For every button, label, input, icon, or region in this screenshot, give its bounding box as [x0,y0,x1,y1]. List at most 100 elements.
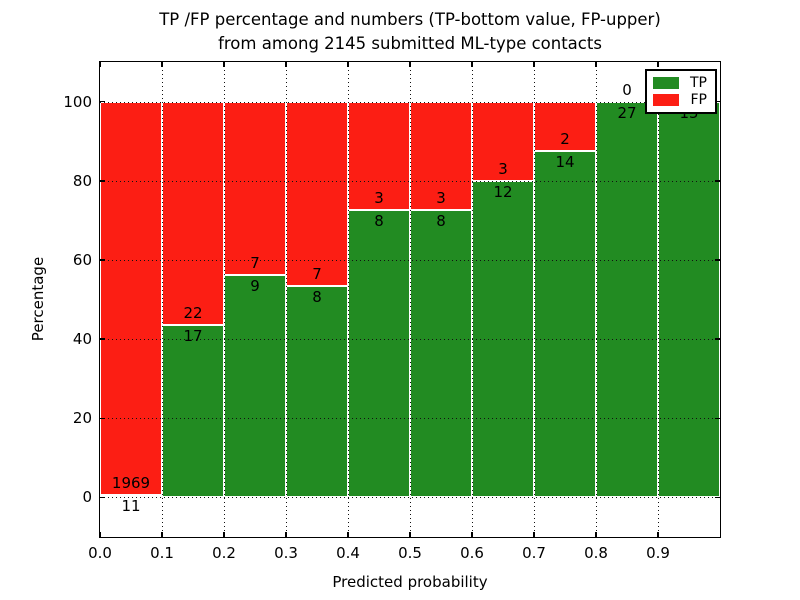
y-tick-mark-right [715,180,720,182]
chart-title-line2: from among 2145 submitted ML-type contac… [218,34,602,53]
y-tick-mark-right [715,496,720,499]
x-tick-mark-bottom [223,532,225,537]
tp-count-label-7: 14 [555,153,575,172]
grid-line-horizontal [100,259,720,261]
y-tick-mark-left [100,417,105,419]
bar-segment-tp-2 [224,274,286,498]
fp-count-label-1: 22 [183,303,203,322]
grid-line-vertical [409,62,411,537]
x-tick-label: 0.6 [460,544,484,562]
grid-line-vertical [657,62,659,537]
grid-line-horizontal [100,180,720,182]
tp-count-label-2: 9 [250,276,260,295]
y-tick-label: 0 [82,488,92,507]
chart-title: TP /FP percentage and numbers (TP-bottom… [100,8,720,56]
legend-label-fp: FP [690,91,708,108]
x-tick-mark-bottom [409,532,411,537]
x-tick-mark-top [223,62,225,67]
y-tick-label: 40 [72,330,92,349]
legend-item-fp: FP [653,92,709,108]
x-tick-mark-top [533,62,535,67]
fp-count-label-5: 3 [436,188,446,207]
x-tick-label: 0.0 [88,544,112,562]
plot-area: 196911221779783838312214027015 [99,61,721,538]
grid-line-horizontal [100,339,720,341]
bar-segment-tp-5 [410,209,472,498]
y-tick-label: 60 [72,250,92,269]
y-tick-mark-right [715,100,720,103]
x-tick-label: 0.5 [398,544,422,562]
bar-segment-fp-3 [286,101,348,287]
x-tick-label: 0.7 [522,544,546,562]
tp-count-label-3: 8 [312,288,322,307]
bar-segment-tp-7 [534,151,596,498]
grid-line-vertical [223,62,225,537]
fp-count-label-6: 3 [498,159,508,178]
x-tick-mark-bottom [533,532,535,537]
y-tick-label: 100 [63,92,92,111]
tp-count-label-6: 12 [493,182,513,201]
x-tick-mark-bottom [285,532,287,537]
bar-segment-tp-9 [658,101,720,498]
x-tick-label: 0.9 [646,544,670,562]
y-tick-label: 20 [72,409,92,428]
bar-segment-fp-1 [162,101,224,325]
y-axis-label: Percentage [29,256,47,342]
legend-swatch-tp [653,77,679,90]
grid-line-horizontal [100,101,720,103]
tp-count-label-4: 8 [374,211,384,230]
y-tick-mark-left [100,180,105,182]
x-tick-mark-top [409,62,411,67]
y-tick-mark-left [100,100,105,103]
x-tick-mark-top [161,62,163,67]
x-tick-mark-top [347,62,349,67]
y-tick-mark-left [100,338,105,340]
x-tick-mark-top [595,62,597,67]
fp-count-label-3: 7 [312,265,322,284]
x-tick-mark-bottom [161,532,163,537]
grid-line-vertical [533,62,535,537]
fp-count-label-7: 2 [560,130,570,149]
x-tick-label: 0.1 [150,544,174,562]
tp-count-label-5: 8 [436,211,446,230]
x-tick-label: 0.4 [336,544,360,562]
legend-item-tp: TP [653,75,709,91]
chart-title-line1: TP /FP percentage and numbers (TP-bottom… [159,10,661,29]
x-tick-mark-bottom [657,532,659,537]
grid-line-vertical [161,62,163,537]
x-tick-mark-top [471,62,473,67]
x-tick-mark-top [99,62,101,67]
x-tick-label: 0.3 [274,544,298,562]
grid-line-vertical [471,62,473,537]
x-tick-mark-bottom [471,532,473,537]
bar-segment-tp-3 [286,286,348,498]
grid-line-vertical [595,62,597,537]
fp-count-label-0: 1969 [111,474,151,493]
x-tick-mark-bottom [595,532,597,537]
grid-line-horizontal [100,497,720,499]
y-tick-mark-left [100,259,105,261]
grid-line-horizontal [100,418,720,420]
x-tick-label: 0.2 [212,544,236,562]
fp-count-label-4: 3 [374,188,384,207]
x-axis-label: Predicted probability [332,573,488,591]
bar-segment-tp-4 [348,209,410,498]
y-tick-mark-right [715,417,720,419]
tp-count-label-8: 27 [617,103,637,122]
fp-count-label-2: 7 [250,253,260,272]
x-tick-mark-bottom [99,532,101,537]
bar-segment-tp-1 [162,324,224,498]
bar-segment-fp-0 [100,101,162,496]
fp-count-label-8: 0 [622,80,632,99]
legend: TP FP [645,69,717,114]
x-tick-mark-top [285,62,287,67]
y-tick-mark-left [100,496,105,499]
y-tick-label: 80 [72,171,92,190]
legend-label-tp: TP [690,75,707,92]
tp-count-label-1: 17 [183,326,203,345]
grid-line-vertical [285,62,287,537]
y-tick-mark-right [715,338,720,340]
x-tick-mark-top [657,62,659,67]
bar-segment-fp-2 [224,101,286,275]
